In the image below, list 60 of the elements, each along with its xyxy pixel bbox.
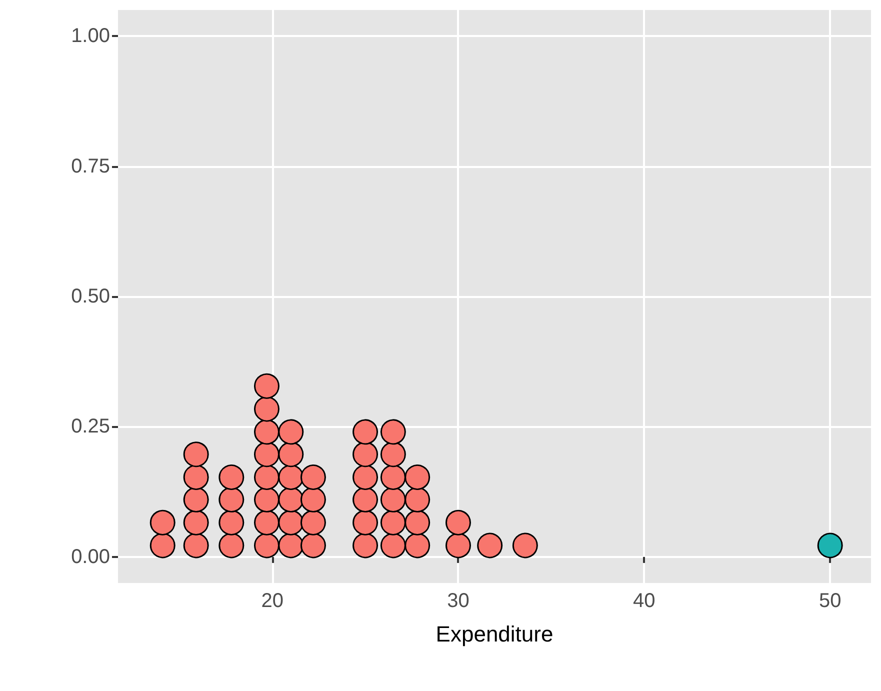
point	[380, 486, 406, 512]
point	[183, 464, 209, 490]
point	[278, 486, 304, 512]
point	[352, 532, 378, 558]
point	[278, 419, 304, 445]
point	[218, 532, 244, 558]
point	[404, 532, 430, 558]
x-tick-label: 20	[261, 590, 284, 612]
point	[254, 532, 280, 558]
point	[183, 532, 209, 558]
point	[183, 442, 209, 468]
point	[352, 486, 378, 512]
point	[300, 486, 326, 512]
point	[352, 510, 378, 536]
point	[380, 464, 406, 490]
point	[150, 510, 176, 536]
point	[477, 532, 503, 558]
point	[254, 486, 280, 512]
x-tick-label: 50	[818, 590, 842, 612]
y-tick-label: 0.75	[71, 155, 110, 178]
point	[404, 486, 430, 512]
point	[404, 464, 430, 490]
point	[278, 442, 304, 468]
point	[254, 464, 280, 490]
point	[254, 373, 280, 399]
point	[512, 532, 538, 558]
x-axis-title: Expenditure	[436, 622, 554, 646]
x-tick-label: 30	[447, 590, 470, 612]
point	[446, 532, 471, 558]
point	[254, 419, 280, 445]
point	[218, 510, 244, 536]
point	[218, 464, 244, 490]
point	[300, 464, 326, 490]
point	[352, 419, 378, 445]
point	[278, 510, 304, 536]
point	[218, 486, 244, 512]
point	[254, 396, 280, 422]
point	[150, 532, 176, 558]
point	[278, 532, 304, 558]
point	[446, 510, 471, 536]
point	[183, 510, 209, 536]
y-tick-label: 0.50	[71, 286, 110, 308]
point	[380, 419, 406, 445]
y-tick-label: 0.00	[71, 546, 110, 568]
point	[817, 532, 843, 558]
point	[278, 464, 304, 490]
point	[183, 486, 209, 512]
point	[300, 510, 326, 536]
point	[352, 464, 378, 490]
point	[404, 510, 430, 536]
x-tick-label: 40	[633, 590, 656, 612]
y-tick-label: 1.00	[71, 25, 110, 48]
point	[380, 442, 406, 468]
point	[254, 510, 280, 536]
point	[380, 510, 406, 536]
point	[352, 442, 378, 468]
point	[300, 532, 326, 558]
y-tick-label: 0.25	[71, 416, 110, 438]
point	[254, 442, 280, 468]
point	[380, 532, 406, 558]
